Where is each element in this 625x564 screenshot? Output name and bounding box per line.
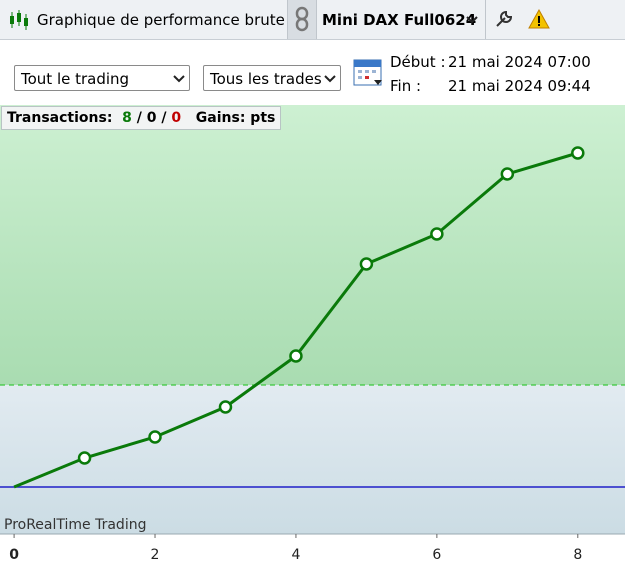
losers-count: 0 [171,110,182,126]
base-zone [0,385,625,534]
chart-icon [10,10,28,30]
warning-icon[interactable] [528,9,550,29]
gain-zone [0,105,625,385]
trades-select[interactable]: Tous les trades [203,65,341,91]
scope-select[interactable]: Tout le trading [14,65,190,91]
separator: / [161,110,167,126]
end-label: Fin : [390,77,422,95]
summary-label: Transactions: [7,110,113,126]
separator: / [136,110,142,126]
instrument[interactable]: Mini DAX Full0624 [322,11,477,29]
scope-value: Tout le trading [21,70,130,88]
end-date: 21 mai 2024 09:44 [448,77,591,95]
neutral-count: 0 [146,110,157,126]
trade-marker [148,430,162,444]
watermark: ProRealTime Trading [4,517,147,533]
winners-count: 8 [122,110,132,126]
toolbar: Graphique de performance brute Mini DAX … [0,0,625,40]
gains-unit: Gains: pts [195,110,276,126]
calendar-icon[interactable] [352,56,384,88]
trade-marker [218,400,233,414]
x-tick-label: 4 [291,547,300,563]
x-tick-label: 0 [9,547,19,563]
start-label: Début : [390,53,446,71]
settings-icon[interactable] [494,9,514,29]
trade-marker [77,451,92,465]
trade-marker [571,146,585,160]
trades-value: Tous les trades [210,70,322,88]
x-tick-label: 6 [432,547,441,563]
toolbar-title: Graphique de performance brute [37,11,285,29]
trade-marker [359,257,374,271]
start-date: 21 mai 2024 07:00 [448,53,591,71]
trade-marker [289,349,303,363]
dropdown-arrow[interactable] [466,15,478,25]
x-tick-label: 2 [151,547,160,563]
equity-line [13,151,579,489]
summary-box: Transactions: 8 / 0 / 0 Gains: pts [1,106,282,130]
trade-marker [500,167,515,181]
x-tick-label: 8 [573,547,582,563]
link-button[interactable] [287,0,317,39]
trade-marker [430,227,444,241]
